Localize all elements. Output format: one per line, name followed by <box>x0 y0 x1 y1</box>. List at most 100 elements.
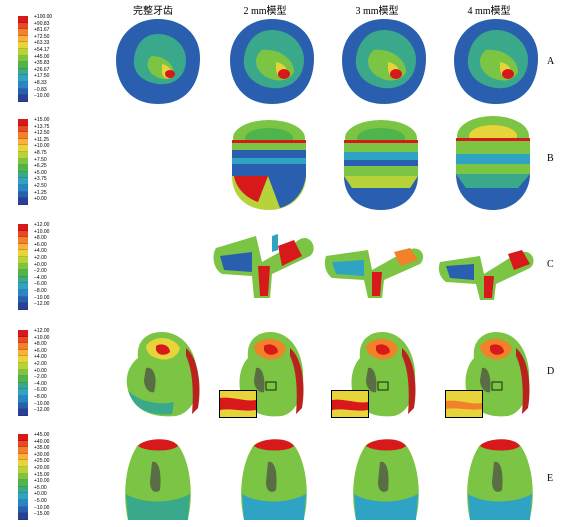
legend-value: −10.00 <box>34 504 50 511</box>
legend-color-bar <box>18 224 28 310</box>
legend-swatch <box>18 473 28 481</box>
row-b-2mm-model <box>232 120 306 210</box>
legend-value: +10.00 <box>34 143 50 150</box>
legend-swatch <box>18 22 28 30</box>
legend-swatch <box>18 270 28 277</box>
legend-value: +8.33 <box>34 79 47 86</box>
legend-value: −10.00 <box>34 400 50 407</box>
row-a-3mm-tooth <box>342 19 426 104</box>
legend-swatch <box>18 68 28 76</box>
legend-labels: +12.00 +10.00 +8.00 +6.00 +4.00 +2.00 +0.00 −2.… <box>34 222 49 308</box>
legend-swatch <box>18 184 28 192</box>
legend-swatch <box>18 132 28 139</box>
legend-value: +2.00 <box>34 254 47 261</box>
legend-swatch <box>18 395 28 403</box>
legend-value: +0.00 <box>34 491 47 498</box>
legend-swatch <box>18 178 28 185</box>
legend-swatch <box>18 243 28 251</box>
legend-value: +0.00 <box>34 367 47 374</box>
legend-value: −0.83 <box>34 86 47 93</box>
legend-value: +100.00 <box>34 14 53 20</box>
legend-swatch <box>18 362 28 370</box>
legend-swatch <box>18 119 28 126</box>
legend-labels: +45.00 +40.00 +35.00 +30.00 +25.00 +20.00 +15.… <box>34 432 49 518</box>
legend-value: +10.00 <box>34 334 50 341</box>
legend-swatch <box>18 88 28 96</box>
row-d-intact-section <box>126 332 200 417</box>
legend-value: +4.00 <box>34 354 47 361</box>
legend-swatch <box>18 165 28 172</box>
legend-value: +5.00 <box>34 169 47 176</box>
column-header-3mm: 3 mm模型 <box>355 6 399 17</box>
row-label-d: D <box>547 366 555 377</box>
row-a-intact-tooth <box>116 19 200 104</box>
legend-swatch <box>18 330 28 337</box>
legend-swatch <box>18 171 28 179</box>
legend-color-bar <box>18 119 28 205</box>
row-d-2mm-inset <box>219 390 257 418</box>
legend-swatch <box>18 486 28 494</box>
legend-swatch <box>18 151 28 159</box>
row-c-4mm-slice <box>438 250 534 300</box>
legend-value: +12.00 <box>34 222 50 228</box>
legend-swatch <box>18 95 28 102</box>
legend-value: +30.00 <box>34 451 50 458</box>
legend-swatch <box>18 191 28 199</box>
legend-swatch <box>18 263 28 271</box>
legend-value: +15.00 <box>34 471 50 478</box>
legend-value: +10.00 <box>34 478 50 485</box>
legend-value: +35.00 <box>34 445 50 452</box>
legend-swatch <box>18 283 28 290</box>
legend-swatch <box>18 48 28 56</box>
legend-value: −10.00 <box>34 294 50 301</box>
legend-swatch <box>18 303 28 310</box>
legend-swatch <box>18 493 28 500</box>
legend-swatch <box>18 513 28 520</box>
row-e-4mm-view <box>467 439 533 520</box>
legend-swatch <box>18 289 28 297</box>
legend-swatch <box>18 42 28 49</box>
legend-value: +0.00 <box>34 196 47 203</box>
legend-value: +12.50 <box>34 130 50 137</box>
legend-color-bar <box>18 16 28 102</box>
row-e-3mm-view <box>353 439 419 520</box>
legend-value: +15.00 <box>34 117 50 123</box>
legend-value: −6.00 <box>34 387 47 394</box>
legend-value: +54.17 <box>34 46 50 53</box>
row-d-4mm-inset <box>445 390 483 418</box>
row-d-3mm-inset <box>331 390 369 418</box>
legend-value: +2.00 <box>34 360 47 367</box>
legend-value: −12.00 <box>34 301 50 308</box>
row-b-4mm-model <box>456 116 530 210</box>
legend-value: +2.50 <box>34 182 47 189</box>
legend-value: −8.00 <box>34 287 47 294</box>
legend-value: +1.25 <box>34 189 47 196</box>
legend-value: +4.00 <box>34 248 47 255</box>
legend-value: +6.00 <box>34 347 47 354</box>
legend-value: −8.00 <box>34 393 47 400</box>
legend-value: +12.00 <box>34 328 50 334</box>
legend-value: +8.00 <box>34 341 47 348</box>
legend-swatch <box>18 499 28 507</box>
legend-swatch <box>18 250 28 257</box>
legend-swatch <box>18 230 28 238</box>
column-header-intact: 完整牙齿 <box>133 6 173 17</box>
legend-swatch <box>18 506 28 514</box>
legend-swatch <box>18 480 28 487</box>
legend-swatch <box>18 55 28 63</box>
column-header-4mm: 4 mm模型 <box>467 6 511 17</box>
legend-value: +8.00 <box>34 235 47 242</box>
legend-swatch <box>18 409 28 416</box>
legend-labels: +15.00 +13.75 +12.50 +11.25 +10.00 +8.75 +7.50… <box>34 117 49 203</box>
legend-swatch <box>18 138 28 146</box>
legend-swatch <box>18 224 28 231</box>
legend-swatch <box>18 35 28 43</box>
legend-swatch <box>18 75 28 82</box>
legend-value: +20.00 <box>34 464 50 471</box>
legend-value: +6.00 <box>34 241 47 248</box>
legend-labels: +12.00 +10.00 +8.00 +6.00 +4.00 +2.00 +0.00 −2.… <box>34 328 49 414</box>
legend-value: +81.67 <box>34 27 50 34</box>
legend-swatch <box>18 296 28 304</box>
legend-value: −2.00 <box>34 268 47 275</box>
legend-swatch <box>18 125 28 133</box>
